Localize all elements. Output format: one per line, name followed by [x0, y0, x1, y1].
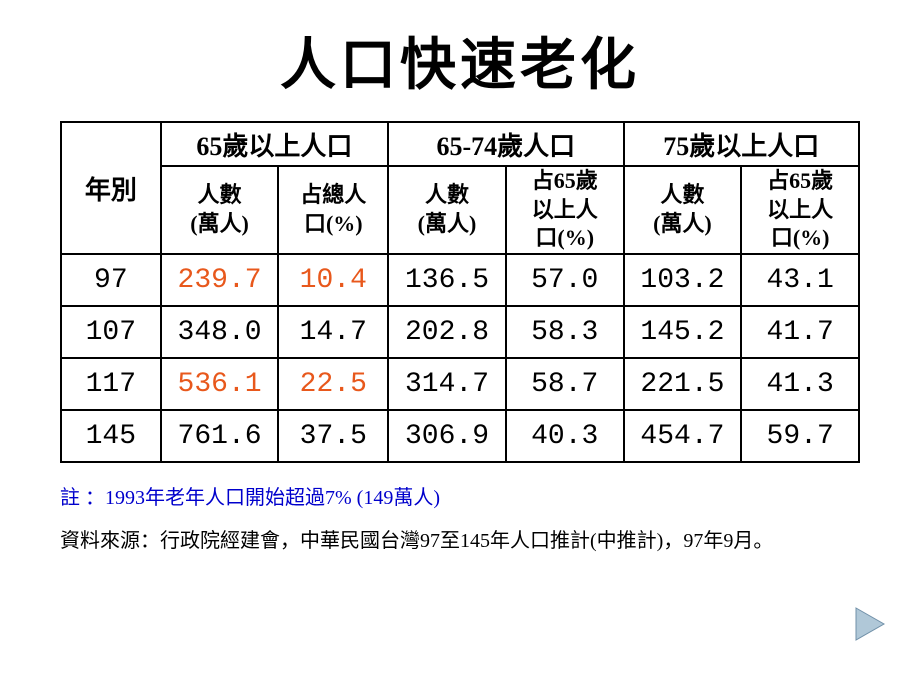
subheader-count-0: 人數(萬人) [161, 166, 279, 254]
subheader-pct-2: 占65歲以上人口(%) [741, 166, 859, 254]
data-cell: 58.3 [506, 306, 624, 358]
year-cell: 117 [61, 358, 161, 410]
data-cell: 10.4 [278, 254, 388, 306]
table-row: 107348.014.7202.858.3145.241.7 [61, 306, 859, 358]
data-cell: 14.7 [278, 306, 388, 358]
subheader-pct-0: 占總人口(%) [278, 166, 388, 254]
data-cell: 239.7 [161, 254, 279, 306]
data-cell: 58.7 [506, 358, 624, 410]
subheader-count-1: 人數(萬人) [388, 166, 506, 254]
data-cell: 145.2 [624, 306, 742, 358]
data-cell: 103.2 [624, 254, 742, 306]
data-cell: 221.5 [624, 358, 742, 410]
data-cell: 314.7 [388, 358, 506, 410]
group-header-65-74: 65-74歲人口 [388, 122, 623, 166]
data-cell: 454.7 [624, 410, 742, 462]
data-cell: 136.5 [388, 254, 506, 306]
data-cell: 41.3 [741, 358, 859, 410]
data-cell: 41.7 [741, 306, 859, 358]
group-header-65plus: 65歲以上人口 [161, 122, 388, 166]
data-cell: 348.0 [161, 306, 279, 358]
subheader-count-2: 人數(萬人) [624, 166, 742, 254]
next-arrow-button[interactable] [850, 606, 890, 642]
data-cell: 43.1 [741, 254, 859, 306]
year-cell: 107 [61, 306, 161, 358]
data-cell: 37.5 [278, 410, 388, 462]
data-cell: 59.7 [741, 410, 859, 462]
table-row: 145761.637.5306.940.3454.759.7 [61, 410, 859, 462]
data-cell: 761.6 [161, 410, 279, 462]
year-cell: 97 [61, 254, 161, 306]
data-cell: 306.9 [388, 410, 506, 462]
data-cell: 202.8 [388, 306, 506, 358]
data-cell: 536.1 [161, 358, 279, 410]
subheader-pct-1: 占65歲以上人口(%) [506, 166, 624, 254]
data-cell: 22.5 [278, 358, 388, 410]
note-text: 註 ：1993年老年人口開始超過7% (149萬人) [60, 481, 860, 510]
footnote-container: 註 ：1993年老年人口開始超過7% (149萬人) 資料來源：行政院經建會，中… [60, 481, 860, 553]
population-table: 年別 65歲以上人口 65-74歲人口 75歲以上人口 人數(萬人) 占總人口(… [60, 121, 860, 463]
page-title: 人口快速老化 [0, 0, 920, 121]
year-cell: 145 [61, 410, 161, 462]
data-cell: 57.0 [506, 254, 624, 306]
table-row: 97239.710.4136.557.0103.243.1 [61, 254, 859, 306]
source-text: 資料來源：行政院經建會，中華民國台灣97至145年人口推計(中推計)，97年9月… [60, 524, 860, 553]
chevron-right-icon [850, 606, 890, 642]
table-row: 117536.122.5314.758.7221.541.3 [61, 358, 859, 410]
year-header: 年別 [61, 122, 161, 254]
data-cell: 40.3 [506, 410, 624, 462]
group-header-75plus: 75歲以上人口 [624, 122, 859, 166]
data-table-container: 年別 65歲以上人口 65-74歲人口 75歲以上人口 人數(萬人) 占總人口(… [60, 121, 860, 463]
